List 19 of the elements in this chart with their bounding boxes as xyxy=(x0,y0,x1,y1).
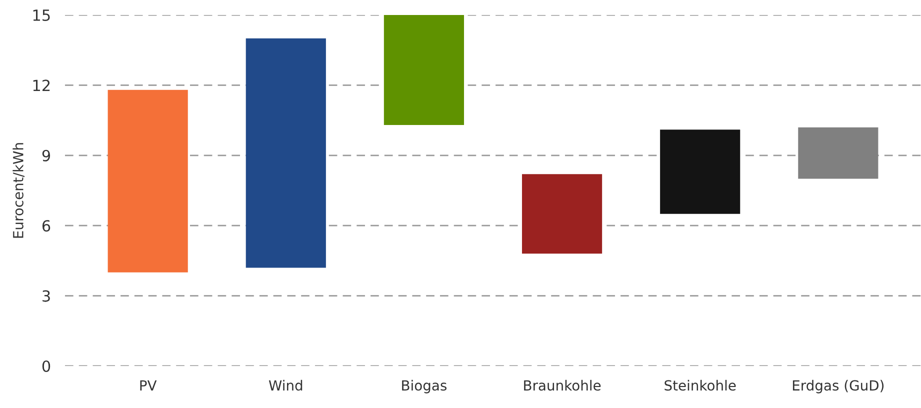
y-tick-label: 0 xyxy=(42,360,50,372)
y-tick-label: 6 xyxy=(42,220,50,232)
x-tick-label: Wind xyxy=(268,380,302,391)
y-axis-title: Eurocent/kWh xyxy=(12,143,25,238)
x-tick-label: PV xyxy=(140,380,157,390)
bar xyxy=(384,15,464,125)
bar xyxy=(798,127,878,179)
y-tick-label: 15 xyxy=(33,10,50,22)
x-tick-label: Steinkohle xyxy=(664,380,736,391)
x-tick-label: Braunkohle xyxy=(524,380,601,391)
x-tick-label: Biogas xyxy=(402,380,447,394)
bar xyxy=(246,38,326,268)
y-tick-label: 12 xyxy=(33,80,50,92)
x-tick-label: Erdgas (GuD) xyxy=(792,380,884,394)
bar xyxy=(108,90,188,272)
bar xyxy=(660,130,740,214)
y-tick-label: 9 xyxy=(42,150,50,162)
y-tick-label: 3 xyxy=(42,290,50,302)
bar xyxy=(522,174,602,254)
